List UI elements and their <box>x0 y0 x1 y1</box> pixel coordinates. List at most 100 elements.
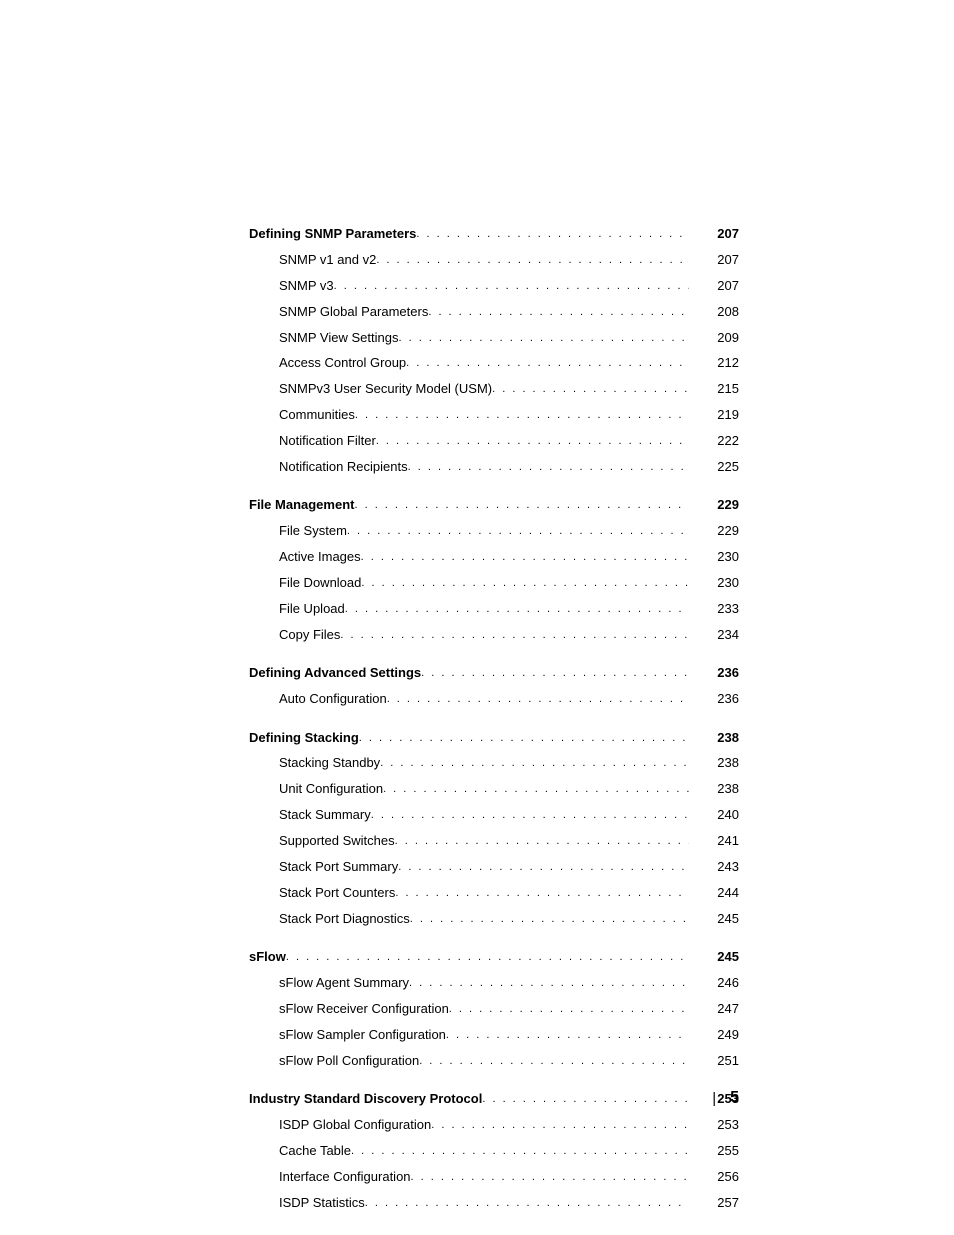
toc-pagenum: 236 <box>689 664 739 682</box>
toc-entry: Access Control Group212 <box>249 354 739 372</box>
toc-entry: File Upload 233 <box>249 600 739 618</box>
toc-title: Stack Port Diagnostics <box>279 910 410 928</box>
toc-title: File Upload <box>279 600 345 618</box>
toc-entry: Communities 219 <box>249 406 739 424</box>
toc-heading: Defining SNMP Parameters 207 <box>249 225 739 243</box>
toc-heading: Defining Advanced Settings 236 <box>249 664 739 682</box>
toc-dots <box>395 834 689 849</box>
toc-dots <box>371 808 689 823</box>
toc-entry: sFlow Poll Configuration251 <box>249 1052 739 1070</box>
toc-dots <box>355 408 689 423</box>
toc-pagenum: 229 <box>689 522 739 540</box>
toc-title: File System <box>279 522 347 540</box>
toc-dots <box>380 756 689 771</box>
toc-pagenum: 225 <box>689 458 739 476</box>
toc-pagenum: 257 <box>689 1194 739 1212</box>
toc-title: Stack Port Counters <box>279 884 395 902</box>
toc-entry: SNMP v1 and v2207 <box>249 251 739 269</box>
toc-section: Industry Standard Discovery Protocol 253… <box>249 1090 739 1212</box>
toc-title: SNMPv3 User Security Model (USM) <box>279 380 492 398</box>
toc-pagenum: 236 <box>689 690 739 708</box>
toc-entry: SNMP Global Parameters208 <box>249 303 739 321</box>
toc-dots <box>354 498 689 513</box>
toc-pagenum: 243 <box>689 858 739 876</box>
toc-pagenum: 208 <box>689 303 739 321</box>
toc-entry: Notification Recipients 225 <box>249 458 739 476</box>
toc-entry: sFlow Agent Summary246 <box>249 974 739 992</box>
toc-pagenum: 238 <box>689 780 739 798</box>
toc-entry: sFlow Receiver Configuration247 <box>249 1000 739 1018</box>
toc-dots <box>411 1170 689 1185</box>
footer-page-number: 5 <box>730 1089 739 1107</box>
toc-dots <box>359 731 689 746</box>
toc-pagenum: 230 <box>689 574 739 592</box>
toc-title: Auto Configuration <box>279 690 387 708</box>
toc-pagenum: 207 <box>689 225 739 243</box>
toc-dots <box>419 1054 689 1069</box>
toc-entry: Stack Port Counters244 <box>249 884 739 902</box>
toc-title: ISDP Global Configuration <box>279 1116 431 1134</box>
toc-title: SNMP v3 <box>279 277 334 295</box>
toc-title: Supported Switches <box>279 832 395 850</box>
toc-entry: Stack Port Diagnostics245 <box>249 910 739 928</box>
toc-entry: Stack Port Summary 243 <box>249 858 739 876</box>
toc-dots <box>428 305 689 320</box>
toc-pagenum: 207 <box>689 277 739 295</box>
toc-dots <box>410 912 689 927</box>
toc-dots <box>409 976 689 991</box>
toc-title: Copy Files <box>279 626 340 644</box>
toc-dots <box>395 886 689 901</box>
toc-title: Defining Advanced Settings <box>249 664 421 682</box>
toc-pagenum: 246 <box>689 974 739 992</box>
toc-entry: Supported Switches 241 <box>249 832 739 850</box>
toc-dots <box>406 356 689 371</box>
toc-pagenum: 240 <box>689 806 739 824</box>
toc-page: Defining SNMP Parameters 207 SNMP v1 and… <box>0 0 954 1212</box>
toc-title: sFlow Receiver Configuration <box>279 1000 449 1018</box>
toc-dots <box>376 434 689 449</box>
toc-heading: Defining Stacking 238 <box>249 729 739 747</box>
toc-pagenum: 215 <box>689 380 739 398</box>
toc-title: Interface Configuration <box>279 1168 411 1186</box>
toc-title: ISDP Statistics <box>279 1194 365 1212</box>
toc-pagenum: 241 <box>689 832 739 850</box>
toc-pagenum: 233 <box>689 600 739 618</box>
toc-entry: Interface Configuration 256 <box>249 1168 739 1186</box>
toc-pagenum: 219 <box>689 406 739 424</box>
toc-section: Defining Stacking 238 Stacking Standby 23… <box>249 729 739 929</box>
toc-pagenum: 245 <box>689 948 739 966</box>
toc-title: Stacking Standby <box>279 754 380 772</box>
toc-dots <box>446 1028 689 1043</box>
toc-title: Unit Configuration <box>279 780 383 798</box>
toc-title: Notification Recipients <box>279 458 408 476</box>
toc-title: Stack Port Summary <box>279 858 398 876</box>
toc-title: Communities <box>279 406 355 424</box>
toc-pagenum: 238 <box>689 729 739 747</box>
toc-dots <box>345 602 689 617</box>
toc-title: File Management <box>249 496 354 514</box>
toc-title: sFlow <box>249 948 286 966</box>
toc-entry: Cache Table255 <box>249 1142 739 1160</box>
footer-separator-icon: | <box>712 1090 716 1107</box>
toc-entry: File System 229 <box>249 522 739 540</box>
toc-dots <box>340 628 689 643</box>
toc-entry: Stacking Standby 238 <box>249 754 739 772</box>
toc-title: File Download <box>279 574 361 592</box>
toc-entry: SNMPv3 User Security Model (USM) 215 <box>249 380 739 398</box>
toc-heading: sFlow 245 <box>249 948 739 966</box>
toc-dots <box>416 227 689 242</box>
toc-section: Defining SNMP Parameters 207 SNMP v1 and… <box>249 225 739 476</box>
toc-dots <box>383 782 689 797</box>
toc-pagenum: 256 <box>689 1168 739 1186</box>
toc-title: Defining SNMP Parameters <box>249 225 416 243</box>
toc-title: Defining Stacking <box>249 729 359 747</box>
toc-title: SNMP v1 and v2 <box>279 251 376 269</box>
toc-dots <box>398 860 689 875</box>
toc-dots <box>431 1118 689 1133</box>
toc-title: Cache Table <box>279 1142 351 1160</box>
toc-pagenum: 238 <box>689 754 739 772</box>
toc-dots <box>421 666 689 681</box>
toc-pagenum: 229 <box>689 496 739 514</box>
toc-entry: Stack Summary240 <box>249 806 739 824</box>
toc-title: Access Control Group <box>279 354 406 372</box>
